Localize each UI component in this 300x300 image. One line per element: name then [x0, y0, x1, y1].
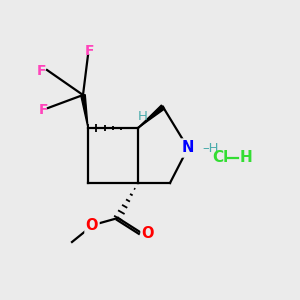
Polygon shape	[138, 105, 165, 128]
Text: F: F	[84, 44, 94, 58]
Polygon shape	[81, 95, 88, 128]
Text: –H: –H	[202, 142, 218, 155]
Text: Cl: Cl	[212, 151, 228, 166]
Text: H: H	[138, 110, 148, 124]
Text: N: N	[182, 140, 194, 155]
Text: F: F	[38, 103, 48, 117]
Text: F: F	[37, 64, 47, 78]
Text: O: O	[142, 226, 154, 242]
Text: H: H	[240, 151, 253, 166]
Text: O: O	[86, 218, 98, 233]
